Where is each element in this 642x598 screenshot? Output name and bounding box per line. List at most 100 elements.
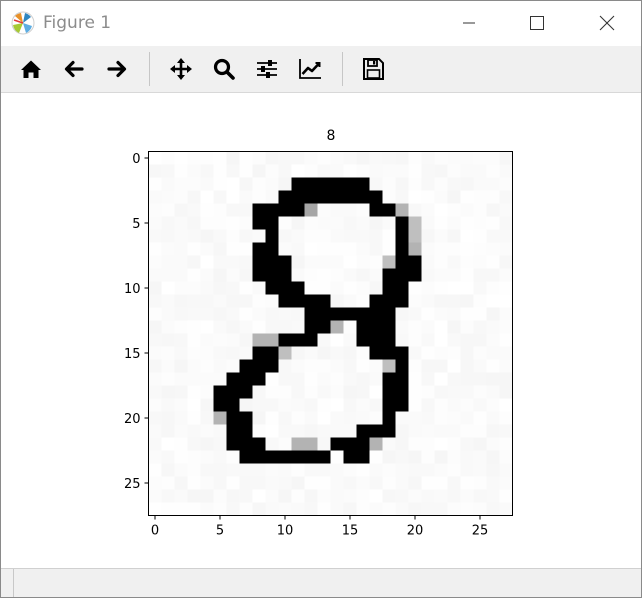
y-tick-label: 20 bbox=[124, 412, 141, 427]
image-pixel bbox=[317, 151, 331, 165]
home-button[interactable] bbox=[17, 55, 45, 83]
figure-canvas[interactable]: 8 0 5 10 15 20 25 0 5 10 15 20 25 bbox=[1, 93, 641, 567]
image-pixel bbox=[369, 177, 383, 191]
image-pixel bbox=[278, 320, 292, 334]
toolbar-separator bbox=[342, 52, 343, 86]
image-pixel bbox=[434, 359, 448, 373]
image-pixel bbox=[330, 203, 344, 217]
image-pixel bbox=[486, 398, 500, 412]
move-arrows-icon bbox=[170, 58, 192, 80]
image-pixel bbox=[200, 229, 214, 243]
image-pixel bbox=[330, 229, 344, 243]
image-pixel bbox=[382, 489, 396, 503]
image-pixel bbox=[239, 281, 253, 295]
image-pixel bbox=[265, 164, 279, 178]
image-pixel bbox=[343, 164, 357, 178]
save-button[interactable] bbox=[359, 55, 387, 83]
image-pixel bbox=[473, 398, 487, 412]
image-pixel bbox=[278, 164, 292, 178]
image-pixel bbox=[473, 177, 487, 191]
image-pixel bbox=[447, 281, 461, 295]
image-pixel bbox=[252, 320, 266, 334]
image-pixel bbox=[408, 281, 422, 295]
image-pixel bbox=[434, 346, 448, 360]
forward-button[interactable] bbox=[103, 55, 131, 83]
image-pixel bbox=[499, 229, 513, 243]
image-pixel bbox=[213, 268, 227, 282]
image-pixel bbox=[278, 398, 292, 412]
image-pixel bbox=[330, 164, 344, 178]
image-pixel bbox=[252, 398, 266, 412]
image-pixel bbox=[473, 281, 487, 295]
minimize-icon[interactable] bbox=[455, 9, 483, 37]
image-pixel bbox=[174, 463, 188, 477]
image-pixel bbox=[356, 242, 370, 256]
image-pixel bbox=[382, 320, 396, 334]
image-pixel bbox=[304, 437, 318, 451]
configure-subplots-button[interactable] bbox=[253, 55, 281, 83]
line-chart-icon bbox=[299, 59, 321, 79]
image-pixel bbox=[291, 307, 305, 321]
image-pixel bbox=[252, 476, 266, 490]
image-pixel bbox=[330, 307, 344, 321]
image-pixel bbox=[421, 203, 435, 217]
image-pixel bbox=[447, 255, 461, 269]
image-pixel bbox=[174, 229, 188, 243]
image-pixel bbox=[278, 385, 292, 399]
image-pixel bbox=[408, 450, 422, 464]
image-pixel bbox=[187, 476, 201, 490]
image-pixel bbox=[330, 294, 344, 308]
title-bar[interactable]: Figure 1 bbox=[1, 1, 641, 45]
arrow-right-icon bbox=[107, 60, 127, 78]
image-pixel bbox=[252, 359, 266, 373]
image-pixel bbox=[187, 346, 201, 360]
close-icon[interactable] bbox=[593, 9, 621, 37]
back-button[interactable] bbox=[60, 55, 88, 83]
image-pixel bbox=[304, 424, 318, 438]
image-pixel bbox=[291, 359, 305, 373]
image-pixel bbox=[239, 437, 253, 451]
image-pixel bbox=[356, 164, 370, 178]
image-pixel bbox=[148, 398, 162, 412]
image-pixel bbox=[330, 424, 344, 438]
image-pixel bbox=[148, 489, 162, 503]
image-pixel bbox=[434, 463, 448, 477]
y-tick-label: 25 bbox=[124, 477, 141, 492]
image-pixel bbox=[161, 177, 175, 191]
image-pixel bbox=[343, 151, 357, 165]
pan-button[interactable] bbox=[167, 55, 195, 83]
image-pixel bbox=[499, 203, 513, 217]
image-pixel bbox=[304, 398, 318, 412]
image-pixel bbox=[447, 346, 461, 360]
image-pixel bbox=[148, 190, 162, 204]
image-plot[interactable]: 0 5 10 15 20 25 0 5 10 15 20 25 bbox=[1, 93, 641, 567]
image-pixel bbox=[343, 203, 357, 217]
image-pixel bbox=[174, 476, 188, 490]
image-pixel bbox=[278, 489, 292, 503]
image-pixel bbox=[200, 346, 214, 360]
image-pixel bbox=[460, 346, 474, 360]
image-pixel bbox=[408, 359, 422, 373]
image-pixel bbox=[486, 307, 500, 321]
image-pixel bbox=[174, 502, 188, 516]
image-pixel bbox=[473, 190, 487, 204]
edit-axis-button[interactable] bbox=[296, 55, 324, 83]
image-pixel bbox=[291, 385, 305, 399]
image-pixel bbox=[330, 190, 344, 204]
image-pixel bbox=[421, 216, 435, 230]
image-pixel bbox=[460, 476, 474, 490]
image-pixel bbox=[265, 346, 279, 360]
image-pixel bbox=[434, 307, 448, 321]
zoom-button[interactable] bbox=[210, 55, 238, 83]
floppy-disk-icon bbox=[363, 58, 384, 80]
image-pixel bbox=[486, 320, 500, 334]
image-pixel bbox=[499, 190, 513, 204]
image-pixel bbox=[317, 437, 331, 451]
image-pixel bbox=[317, 333, 331, 347]
image-pixel bbox=[213, 307, 227, 321]
image-pixel bbox=[382, 294, 396, 308]
image-pixel bbox=[499, 489, 513, 503]
image-pixel bbox=[395, 294, 409, 308]
maximize-icon[interactable] bbox=[523, 9, 551, 37]
image-pixel bbox=[278, 190, 292, 204]
